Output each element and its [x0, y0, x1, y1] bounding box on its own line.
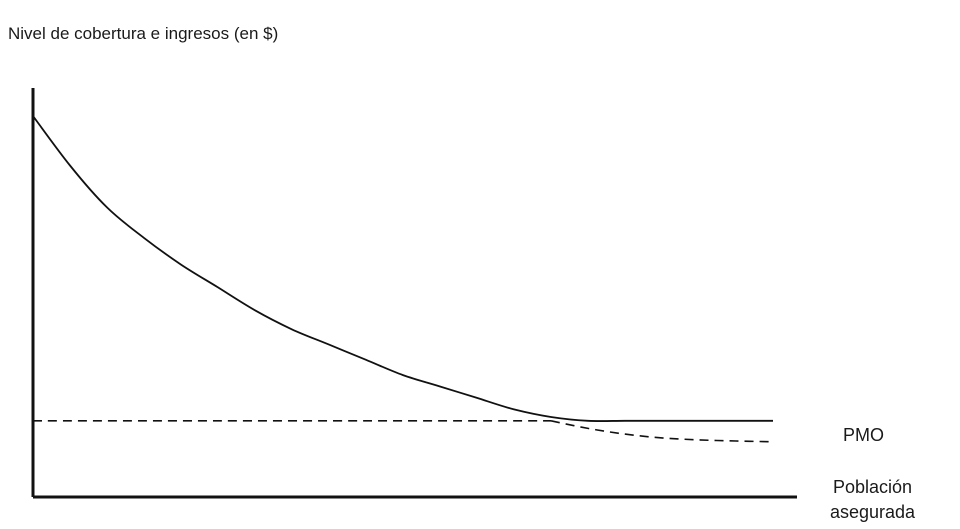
x-axis-label: Población asegurada	[830, 475, 915, 525]
x-axis-label-line-1: Población	[833, 477, 913, 497]
series-group	[32, 115, 774, 443]
x-axis-label-line-2: asegurada	[830, 502, 916, 522]
y-axis-label: Nivel de cobertura e ingresos (en $)	[8, 24, 279, 43]
series-line-0-solid	[32, 115, 773, 422]
pmo-series-label: PMO	[843, 425, 885, 445]
series-line-2-dashed	[550, 420, 774, 443]
